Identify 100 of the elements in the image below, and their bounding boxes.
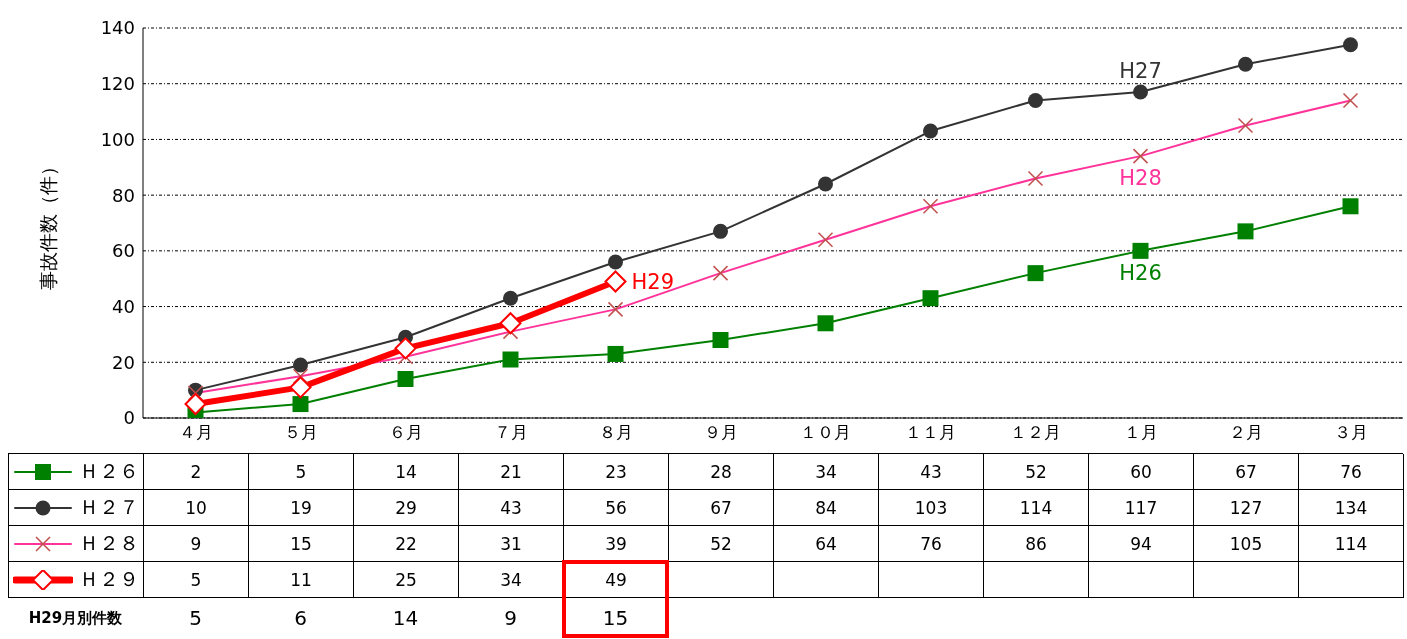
x-tick-label: １２月 xyxy=(1010,422,1061,443)
point xyxy=(503,290,518,306)
data-label: 127 xyxy=(1194,490,1299,526)
point xyxy=(397,371,414,387)
data-label: 34 xyxy=(459,562,564,598)
text: 15 xyxy=(601,605,630,632)
x-tick-label: ３月 xyxy=(1333,422,1368,443)
point xyxy=(1027,265,1044,282)
y-tick-label: 140 xyxy=(100,17,135,39)
point xyxy=(502,351,519,368)
data-label: 5 xyxy=(249,454,354,490)
y-tick-label: 60 xyxy=(112,240,135,262)
x-tick-label: ７月 xyxy=(493,422,528,443)
point xyxy=(1343,37,1358,53)
x-tick-label: ６月 xyxy=(388,422,423,443)
point xyxy=(604,270,627,293)
y-tick-label: 40 xyxy=(112,295,135,317)
data-label: 56 xyxy=(564,490,669,526)
legend-label: Ｈ２６ xyxy=(79,458,139,485)
data-label: 76 xyxy=(879,526,984,562)
data-label: 117 xyxy=(1089,490,1194,526)
data-label: 39 xyxy=(564,526,669,562)
point xyxy=(607,345,624,362)
x-tick-label: ８月 xyxy=(598,422,633,443)
x-tick-label: ４月 xyxy=(178,422,213,443)
data-label: 22 xyxy=(354,526,459,562)
point xyxy=(184,393,207,416)
point xyxy=(394,337,417,360)
point xyxy=(1342,198,1359,215)
data-label: 10 xyxy=(144,490,249,526)
data-label: 2 xyxy=(144,454,249,490)
data-label: 9 xyxy=(144,526,249,562)
text: 6 xyxy=(293,605,308,632)
data-label: 94 xyxy=(1089,526,1194,562)
point xyxy=(818,176,833,192)
data-label: 28 xyxy=(669,454,774,490)
data-label: 134 xyxy=(1299,490,1404,526)
data-label: 52 xyxy=(984,454,1089,490)
data-label: 23 xyxy=(564,454,669,490)
point xyxy=(1237,223,1254,240)
data-label: 114 xyxy=(984,490,1089,526)
y-axis-title: 事故件数（件） xyxy=(36,156,59,290)
x-tick-label: １月 xyxy=(1123,422,1158,443)
data-label: 34 xyxy=(774,454,879,490)
data-label: 15 xyxy=(249,526,354,562)
data-label: 43 xyxy=(459,490,564,526)
point xyxy=(293,357,308,373)
annotation: H28 xyxy=(1119,166,1162,191)
data-label: 84 xyxy=(774,490,879,526)
text: 14 xyxy=(391,605,420,632)
y-tick-label: 120 xyxy=(100,73,135,95)
data-label: 105 xyxy=(1194,526,1299,562)
point xyxy=(1028,92,1043,108)
x-tick-label: ２月 xyxy=(1228,422,1263,443)
data-label: 60 xyxy=(1089,454,1194,490)
data-label: 43 xyxy=(879,454,984,490)
data-label: 86 xyxy=(984,526,1089,562)
x-tick-label: ９月 xyxy=(703,422,738,443)
y-tick-label: 0 xyxy=(123,407,135,429)
legend-label: Ｈ２８ xyxy=(79,530,139,557)
y-tick-label: 100 xyxy=(100,128,135,150)
x-tick-label: ５月 xyxy=(283,422,318,443)
data-label: 67 xyxy=(669,490,774,526)
data-label: 11 xyxy=(249,562,354,598)
data-label: 19 xyxy=(249,490,354,526)
annotation: H26 xyxy=(1119,260,1162,285)
data-label: 52 xyxy=(669,526,774,562)
data-label: 114 xyxy=(1299,526,1404,562)
data-label: 21 xyxy=(459,454,564,490)
point xyxy=(713,223,728,239)
data-label: 49 xyxy=(564,562,669,598)
point xyxy=(817,315,834,332)
x-tick-label: １０月 xyxy=(800,422,851,443)
legend-label: Ｈ２９ xyxy=(79,566,139,593)
point xyxy=(608,254,623,270)
data-label: 31 xyxy=(459,526,564,562)
data-label: 14 xyxy=(354,454,459,490)
legend-label: Ｈ２７ xyxy=(79,494,139,521)
annotation: H29 xyxy=(631,269,675,294)
data-label: 67 xyxy=(1194,454,1299,490)
y-tick-label: 80 xyxy=(112,184,135,206)
text: 5 xyxy=(188,605,203,632)
point xyxy=(1132,242,1149,259)
data-label: 5 xyxy=(144,562,249,598)
point xyxy=(712,332,729,348)
data-label: 64 xyxy=(774,526,879,562)
data-label: 76 xyxy=(1299,454,1404,490)
point xyxy=(292,396,309,413)
point xyxy=(1238,56,1253,72)
point xyxy=(922,290,939,307)
annotation: H27 xyxy=(1119,59,1162,84)
y-tick-label: 20 xyxy=(112,351,135,373)
x-tick-label: １１月 xyxy=(905,422,956,443)
data-label: 29 xyxy=(354,490,459,526)
point xyxy=(289,376,312,399)
text: 9 xyxy=(503,605,518,632)
data-label: 103 xyxy=(879,490,984,526)
point xyxy=(1133,84,1148,100)
point xyxy=(499,312,522,335)
text: H29月別件数 xyxy=(27,607,124,629)
